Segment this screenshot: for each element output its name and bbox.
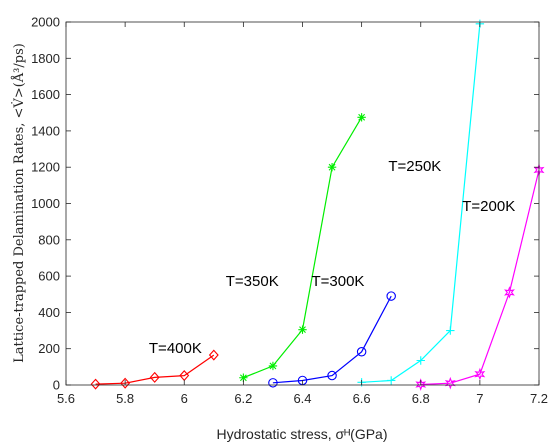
series-annotation: T=350K (226, 273, 279, 290)
y-tick-label: 1600 (31, 87, 60, 102)
data-point (327, 370, 337, 381)
series-annotation: T=300K (311, 273, 364, 290)
y-axis-label: Lattice-trapped Delamination Rates, <V̇>… (11, 43, 27, 363)
x-tick-label: 6.4 (293, 391, 311, 406)
series-1 (90, 349, 219, 390)
y-tick-label: 0 (53, 378, 60, 393)
y-tick-label: 400 (38, 305, 60, 320)
data-point (474, 367, 486, 381)
series-2 (239, 113, 366, 382)
series-line (420, 169, 540, 386)
axes-layer: 5.6 5.8 6 6.2 6.4 6.6 6.8 7 7.2 0 200 400 600 800 1000… (31, 15, 548, 407)
data-point (356, 347, 367, 357)
data-point (268, 361, 278, 371)
series-annotation: T=250K (388, 158, 441, 175)
series-4 (357, 19, 485, 387)
x-tick-label: 7 (476, 391, 483, 406)
y-tick-label: 600 (38, 269, 60, 284)
x-tick-label: 7.2 (530, 391, 548, 406)
data-point (90, 378, 101, 390)
data-point (444, 376, 456, 390)
x-tick-label: 6 (181, 391, 188, 406)
data-point (357, 113, 366, 122)
x-tick-label: 6.6 (353, 391, 371, 406)
data-point (268, 378, 278, 388)
series-layer (90, 19, 545, 391)
data-point (208, 349, 219, 361)
data-point (239, 373, 248, 382)
data-point (416, 356, 425, 365)
x-axis-label: Hydrostatic stress, σᴴ(GPa) (216, 426, 387, 442)
data-point (386, 376, 396, 385)
y-tick-label: 1400 (31, 123, 60, 138)
y-tick-label: 800 (38, 232, 60, 247)
series-annotation: T=400K (149, 340, 202, 357)
x-tick-label: 5.8 (116, 391, 134, 406)
annotation-layer: T=400K T=350K T=300K T=250K T=200K (149, 158, 515, 357)
plot-area (66, 22, 539, 385)
y-tick-label: 2000 (31, 15, 60, 30)
data-point (386, 291, 396, 301)
data-point (298, 325, 307, 334)
y-tick-label: 1200 (31, 160, 60, 175)
y-tick-label: 1000 (31, 196, 60, 211)
data-point (415, 378, 427, 391)
data-point (120, 377, 131, 389)
x-tick-label: 6.8 (412, 391, 430, 406)
series-line (272, 295, 392, 384)
data-point (446, 326, 455, 335)
data-point (504, 286, 515, 299)
series-annotation: T=200K (462, 198, 515, 215)
y-tick-label: 1800 (31, 51, 60, 66)
y-tick-label: 200 (38, 341, 60, 356)
x-tick-label: 5.6 (57, 391, 75, 406)
data-point (149, 371, 160, 383)
x-tick-label: 6.2 (234, 391, 252, 406)
series-line (95, 354, 215, 385)
data-point (327, 163, 337, 172)
